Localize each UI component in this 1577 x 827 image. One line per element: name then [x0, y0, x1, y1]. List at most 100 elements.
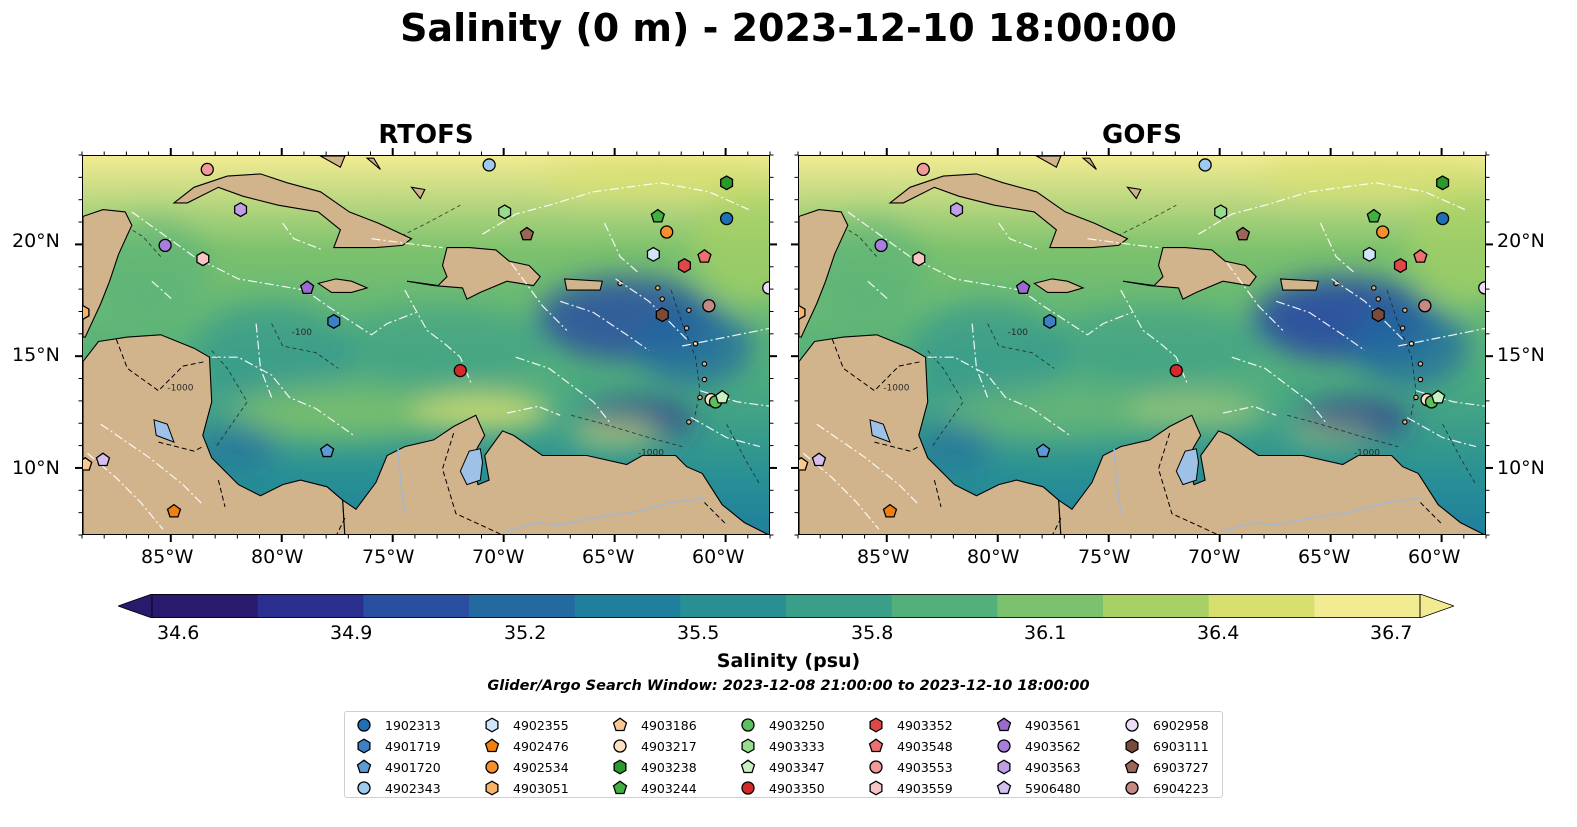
colorbar-bin [891, 594, 998, 618]
legend-marker-4903250 [741, 718, 755, 732]
lat-label-10n-right: 10°N [1497, 457, 1545, 479]
float-marker-6903727 [1235, 226, 1251, 241]
colorbar-tick: 36.7 [1370, 622, 1413, 644]
contour-label: -100 [1008, 328, 1029, 338]
legend-label: 4903561 [1025, 717, 1081, 733]
legend-marker-4902534 [485, 760, 499, 774]
contour-label: -1000 [883, 384, 909, 394]
pentagon-marker-icon [612, 717, 628, 732]
eez-boundaries [803, 182, 1485, 530]
hexagon-marker-icon [869, 780, 883, 796]
legend-marker-6904223 [1125, 781, 1139, 795]
hexagon-marker-icon [485, 780, 499, 796]
circle-marker-icon [357, 718, 371, 732]
float-marker-1902313 [719, 211, 734, 226]
circle-marker-icon [485, 760, 499, 774]
legend-marker-6903727 [1124, 759, 1140, 774]
panel-title-rtofs: RTOFS [378, 120, 474, 150]
legend-item: 4903548 [867, 736, 953, 756]
colorbar-bin [257, 594, 364, 618]
map-canvas: -100 -1000 -1000 [799, 156, 1485, 534]
legend-item: 4903553 [867, 757, 953, 777]
hexagon-marker-icon [1125, 738, 1139, 754]
legend-label: 6902958 [1153, 717, 1209, 733]
legend-label: 4903051 [513, 780, 569, 796]
float-legend: 1902313 4901719 4901720 4902343 4902355 49024… [344, 711, 1223, 798]
legend-marker-4902476 [484, 738, 500, 753]
legend-item: 4902355 [483, 715, 569, 735]
colorbar-tick: 34.9 [330, 622, 373, 644]
legend-marker-4903562 [997, 739, 1011, 753]
south-america-land [342, 414, 769, 534]
legend-label: 4903563 [1025, 759, 1081, 775]
float-marker-4902355 [646, 246, 660, 262]
pentagon-marker-icon [612, 780, 628, 795]
float-markers [83, 158, 769, 518]
float-marker-4902534 [660, 225, 674, 239]
rivers [1113, 448, 1421, 533]
contour-label: -100 [292, 328, 313, 338]
float-marker-4903563 [950, 202, 964, 218]
map-panel-rtofs: -100 -1000 -1000 [82, 155, 770, 535]
lat-label-20n-left: 20°N [12, 230, 60, 252]
float-marker-4903350 [453, 363, 467, 378]
legend-item: 4901720 [355, 757, 441, 777]
float-marker-4903559 [196, 251, 210, 267]
colorbar-bin [152, 594, 259, 618]
float-marker-4903244 [650, 208, 666, 223]
legend-item: 4903563 [995, 757, 1081, 777]
legend-marker-4903352 [869, 717, 883, 733]
legend-item: 4903347 [739, 757, 825, 777]
search-window-caption: Glider/Argo Search Window: 2023-12-08 21… [487, 678, 1090, 694]
contour-label: -1000 [638, 449, 664, 459]
lon-label-75w-gofs: 75°W [1078, 546, 1131, 568]
colorbar-extend-low [118, 594, 153, 618]
figure-title: Salinity (0 m) - 2023-12-10 18:00:00 [400, 6, 1177, 50]
float-marker-6903111 [655, 307, 669, 323]
float-marker-4903347 [1430, 389, 1446, 404]
float-marker-4903051 [799, 304, 806, 321]
legend-label: 6904223 [1153, 780, 1209, 796]
float-marker-4901720 [1035, 443, 1051, 458]
colorbar-tick: 35.8 [851, 622, 894, 644]
legend-item: 5906480 [995, 778, 1081, 798]
legend-marker-4903559 [869, 780, 883, 796]
pentagon-marker-icon [356, 759, 372, 774]
pentagon-marker-icon [996, 780, 1012, 795]
legend-marker-6903111 [1125, 738, 1139, 754]
legend-label: 4902355 [513, 717, 569, 733]
legend-marker-6902958 [1125, 718, 1139, 732]
lon-label-60w-gofs: 60°W [1408, 546, 1461, 568]
float-marker-6903111 [1371, 307, 1385, 323]
colorbar-label: Salinity (psu) [716, 650, 861, 672]
pentagon-marker-icon [484, 738, 500, 753]
float-marker-4902476 [166, 503, 182, 518]
legend-item: 4903561 [995, 715, 1081, 735]
cuba-land [172, 173, 413, 249]
panel-title-gofs: GOFS [1102, 120, 1182, 150]
colorbar-tick: 36.1 [1024, 622, 1067, 644]
lon-label-60w-rtofs: 60°W [692, 546, 745, 568]
circle-marker-icon [997, 739, 1011, 753]
legend-item: 6904223 [1123, 778, 1209, 798]
land-masses [83, 156, 769, 534]
circle-marker-icon [1125, 718, 1139, 732]
float-marker-6903727 [519, 226, 535, 241]
legend-marker-4903561 [996, 717, 1012, 732]
legend-marker-4903186 [612, 717, 628, 732]
legend-marker-4903553 [869, 760, 883, 774]
rivers [397, 448, 705, 533]
float-marker-4902476 [882, 503, 898, 518]
lon-label-80w-gofs: 80°W [967, 546, 1020, 568]
float-marker-4901719 [327, 313, 341, 329]
float-marker-4901720 [319, 443, 335, 458]
float-marker-4902355 [1362, 246, 1376, 262]
legend-item: 4903051 [483, 778, 569, 798]
jamaica-land [316, 278, 369, 293]
legend-label: 6903727 [1153, 759, 1209, 775]
legend-label: 4901719 [385, 738, 441, 754]
puerto-rico-land [1279, 278, 1319, 291]
hispaniola-land [1122, 247, 1257, 300]
float-marker-4903563 [234, 202, 248, 218]
legend-item: 4903562 [995, 736, 1081, 756]
